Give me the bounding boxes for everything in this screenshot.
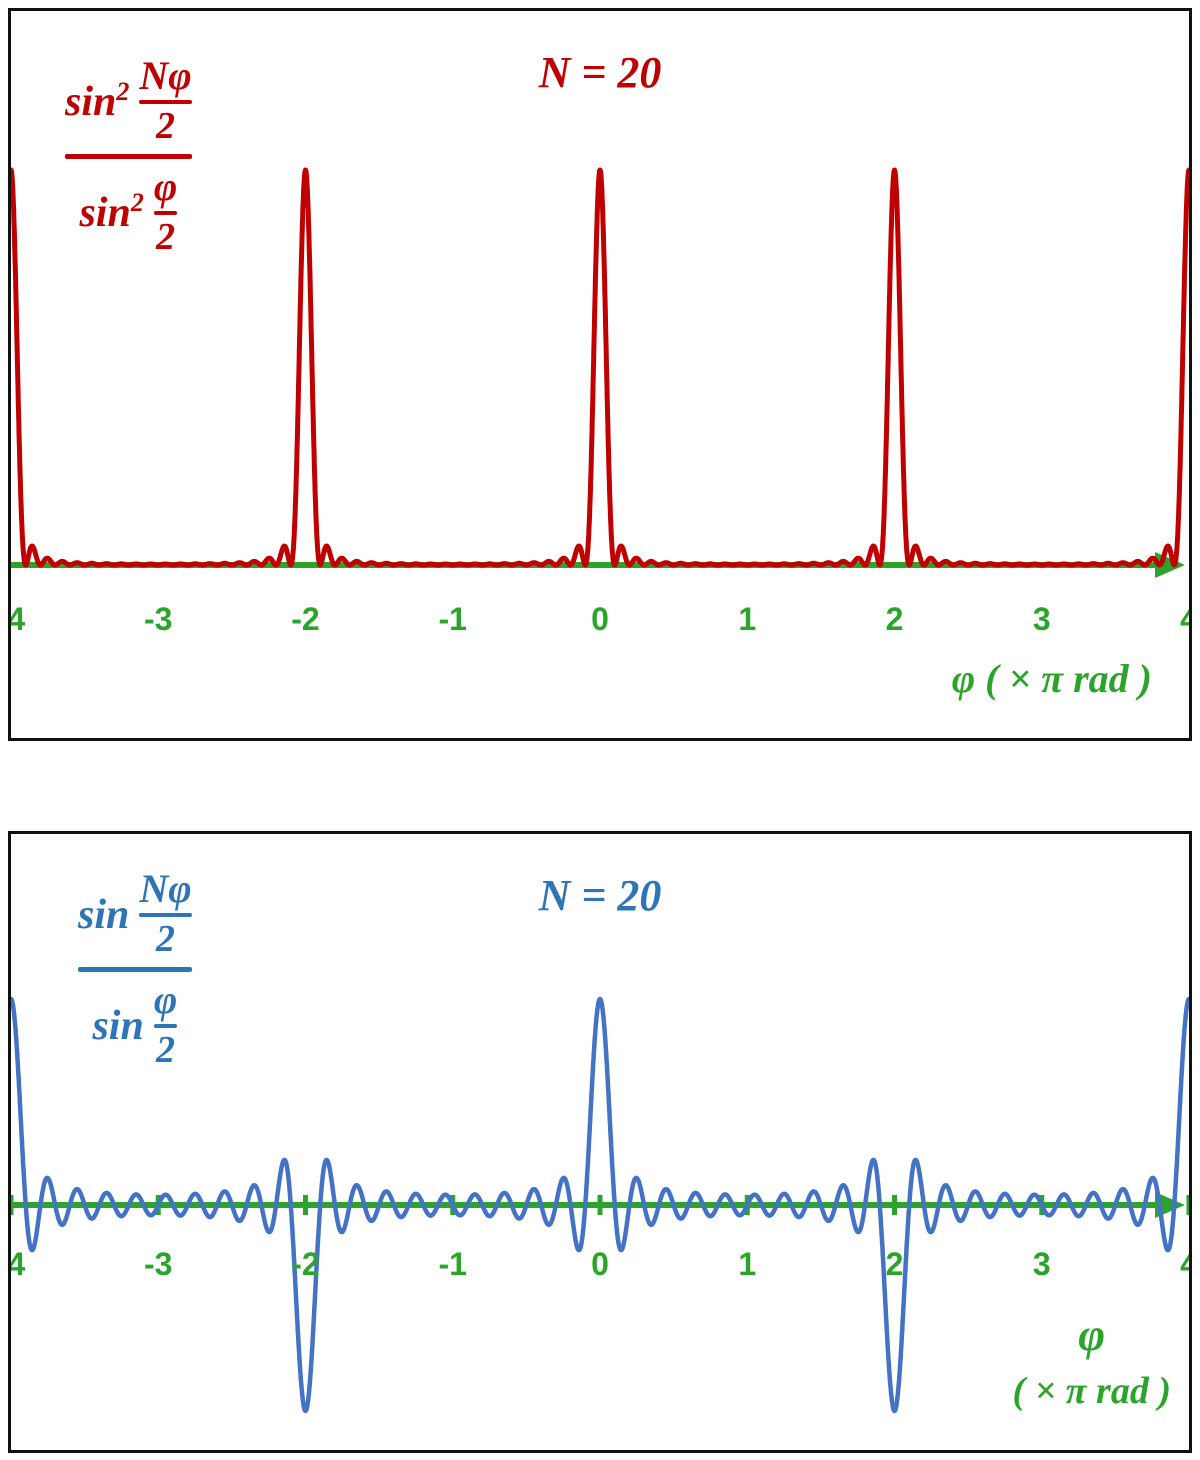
- x-axis-label-units: ( × π rad ): [1012, 1370, 1172, 1412]
- chart-title: N = 20: [538, 48, 662, 97]
- x-tick-label: 2: [885, 1246, 904, 1282]
- amplitude-formula: sin Nφ 2 sin φ 2: [78, 868, 192, 1071]
- x-tick-label: -1: [438, 1246, 467, 1282]
- x-tick-label: -2: [291, 601, 320, 637]
- x-tick-label: 1: [738, 1246, 757, 1282]
- x-axis-label: φ ( × π rad ): [951, 656, 1152, 701]
- x-tick-label: 4: [1180, 1246, 1189, 1283]
- inner-fraction: φ 2: [153, 163, 178, 258]
- inner-fraction-bar: [153, 210, 178, 215]
- sin-text: sin: [78, 891, 130, 938]
- x-tick-label: -3: [144, 601, 173, 637]
- sin-squared-text: sin2: [79, 187, 144, 236]
- curve: [11, 167, 1189, 568]
- inner-fraction-bar: [139, 100, 192, 104]
- sin-text: sin: [92, 1002, 144, 1049]
- x-axis-label: φ ( × π rad ): [1013, 1308, 1172, 1413]
- x-tick-label: 3: [1032, 601, 1051, 637]
- inner-fraction-bar: [139, 913, 192, 917]
- chart-title: N = 20: [538, 871, 662, 920]
- inner-fraction-bar: [153, 1023, 178, 1028]
- x-tick-label: 2: [885, 601, 904, 637]
- x-tick-label: 3: [1032, 1246, 1051, 1282]
- formula-denominator: sin φ 2: [92, 976, 178, 1071]
- amplitude-plot-svg: [11, 996, 1189, 1414]
- inner-fraction: Nφ 2: [139, 866, 192, 960]
- x-tick-label: -1: [438, 601, 467, 637]
- outer-fraction-bar: [78, 966, 192, 972]
- formula-outer-fraction: sin2 Nφ 2 sin2 φ 2: [65, 55, 192, 258]
- formula-denominator: sin2 φ 2: [79, 163, 178, 258]
- x-tick-label: 4: [1180, 601, 1189, 638]
- x-tick-label: 1: [738, 601, 757, 637]
- intensity-chart-panel: sin2 Nφ 2 sin2 φ 2 N = 20 φ ( × π rad ) …: [8, 8, 1192, 741]
- inner-fraction: φ 2: [153, 976, 178, 1071]
- outer-fraction-bar: [65, 153, 192, 159]
- inner-fraction: Nφ 2: [139, 53, 192, 147]
- x-tick-label: -3: [144, 1246, 173, 1282]
- intensity-plot-svg: [11, 167, 1189, 578]
- x-tick-label: -2: [291, 1246, 320, 1282]
- formula-numerator: sin Nφ 2: [78, 868, 192, 960]
- amplitude-chart-panel: sin Nφ 2 sin φ 2 N = 20 φ ( × π rad ) -4: [8, 831, 1192, 1453]
- x-tick-label: -4: [8, 1246, 26, 1282]
- x-tick-label: -4: [8, 601, 26, 637]
- formula-outer-fraction: sin Nφ 2 sin φ 2: [78, 868, 192, 1071]
- x-tick-label: 0: [591, 1246, 609, 1282]
- formula-numerator: sin2 Nφ 2: [65, 55, 192, 147]
- intensity-formula: sin2 Nφ 2 sin2 φ 2: [65, 55, 192, 258]
- curve: [11, 996, 1189, 1414]
- sin-squared-text: sin2: [65, 76, 130, 125]
- x-tick-label: 0: [591, 601, 609, 637]
- x-axis-label-phi: φ: [1078, 1309, 1106, 1360]
